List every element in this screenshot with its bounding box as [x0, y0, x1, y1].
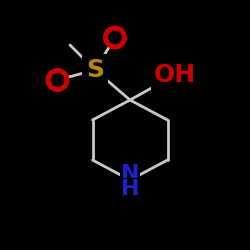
Text: N: N [121, 164, 139, 184]
Text: H: H [121, 179, 139, 199]
Circle shape [104, 26, 126, 49]
Text: OH: OH [154, 63, 196, 87]
Circle shape [51, 74, 64, 86]
Circle shape [109, 31, 121, 44]
Circle shape [46, 69, 69, 91]
Text: S: S [86, 58, 104, 82]
